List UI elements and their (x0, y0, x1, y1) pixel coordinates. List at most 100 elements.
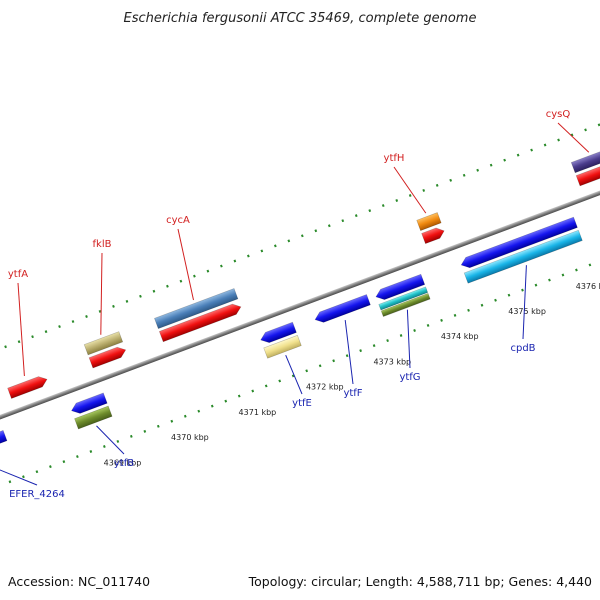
scale-dot (494, 298, 497, 302)
scale-label: 4369 kbp (104, 458, 142, 467)
scale-dot (480, 303, 484, 307)
scale-dot (386, 339, 389, 343)
scale-dot (314, 229, 318, 233)
scale-dot (22, 475, 25, 479)
gene-label-ytfB-leader (96, 425, 125, 455)
gene-label-ytfA-leader (17, 282, 25, 377)
gene-label-EFER_4264: EFER_4264 (9, 489, 65, 500)
genome-backbone (0, 155, 600, 455)
gene-cpdB-cds (460, 216, 578, 269)
gene-label-ytfE: ytfE (292, 398, 312, 409)
scale-dot (534, 283, 538, 287)
scale-dot (35, 470, 39, 474)
scale-label: 4375 kbp (508, 307, 546, 316)
gene-ytfE-feature (263, 334, 302, 359)
scale-dot (584, 128, 587, 132)
scale-dot (332, 359, 336, 363)
scale-dot (440, 318, 443, 322)
gene-ytfH-cds (421, 227, 445, 245)
scale-dot (372, 344, 376, 348)
scale-dot (530, 148, 533, 152)
scale-dot (476, 168, 480, 172)
gene-label-ytfH: ytfH (384, 153, 405, 164)
scale-dot (341, 219, 345, 223)
scale-dot (318, 364, 322, 368)
scale-dot (206, 269, 210, 273)
scale-dot (85, 315, 88, 318)
scale-dot (359, 349, 362, 353)
scale-dot (89, 450, 93, 453)
scale-dot (368, 209, 372, 213)
scale-dot (435, 183, 439, 187)
scale-dot (49, 465, 52, 469)
gene-cysQ-feature (570, 147, 600, 174)
scale-dot (183, 414, 187, 418)
scale-dot (588, 263, 592, 267)
scale-dot (300, 234, 304, 238)
scale-dot (139, 294, 142, 298)
scale-dot (305, 369, 309, 373)
scale-label: 4374 kbp (441, 332, 479, 341)
scale-dot (287, 239, 291, 243)
scale-dot (426, 323, 430, 327)
gene-label-cycA-leader (177, 228, 194, 301)
gene-ytfG-feature-b (380, 293, 431, 317)
gene-cycA-feature (154, 288, 239, 330)
scale-dot (102, 445, 106, 448)
gene-label-fklB-leader (100, 252, 103, 335)
gene-label-fklB: fklB (93, 239, 112, 250)
scale-label: 4373 kbp (373, 358, 411, 367)
scale-dot (327, 224, 331, 228)
scale-dot (422, 188, 426, 192)
scale-dot (220, 264, 223, 268)
gene-ytfG-feature-a (378, 286, 429, 311)
scale-dot (503, 158, 506, 162)
gene-ytfB-cds (71, 392, 108, 414)
scale-dot (467, 308, 470, 312)
lower-scale-dots (8, 263, 592, 484)
scale-dot (237, 394, 241, 398)
gene-label-ytfE-leader (285, 355, 303, 395)
genome-track (0, 123, 600, 484)
upper-scale-dots (4, 123, 600, 349)
scale-dot (453, 313, 457, 317)
scale-dot (152, 289, 156, 293)
gene-fklB-cds (88, 346, 127, 369)
scale-dot (129, 434, 133, 438)
scale-dot (278, 379, 282, 383)
gene-fklB-feature (83, 331, 124, 356)
scale-dot (170, 419, 174, 423)
gene-cysQ-cds (575, 163, 600, 187)
scale-dot (125, 299, 129, 303)
gene-cpdB-feature (463, 229, 583, 284)
scale-dot (247, 254, 250, 258)
scale-dot (273, 244, 277, 248)
gene-ytfF-cds (314, 294, 371, 323)
scale-dot (399, 334, 403, 338)
scale-dot (233, 259, 237, 263)
gene-label-ytfA: ytfA (8, 269, 28, 280)
scale-dot (193, 274, 196, 278)
gene-label-ytfF: ytfF (343, 388, 362, 399)
scale-dot (260, 249, 264, 253)
scale-dot (116, 439, 120, 443)
scale-dot (507, 293, 511, 297)
scale-dot (489, 163, 493, 167)
scale-dot (71, 320, 75, 324)
scale-dot (345, 354, 349, 358)
scale-dot (210, 404, 214, 408)
scale-dot (354, 214, 358, 218)
scale-dot (143, 429, 147, 433)
gene-label-ytfF-leader (344, 320, 354, 385)
scale-dot (112, 304, 115, 308)
scale-dot (31, 335, 34, 339)
scale-label: 4372 kbp (306, 383, 344, 392)
scale-dot (58, 325, 61, 329)
scale-dot (543, 143, 547, 147)
gene-label-ytfG: ytfG (399, 372, 420, 383)
scale-dot (395, 199, 399, 202)
genome-title: Escherichia fergusonii ATCC 35469, compl… (124, 11, 477, 26)
scale-dot (557, 138, 560, 142)
scale-dot (4, 345, 7, 349)
scale-dot (561, 273, 565, 277)
